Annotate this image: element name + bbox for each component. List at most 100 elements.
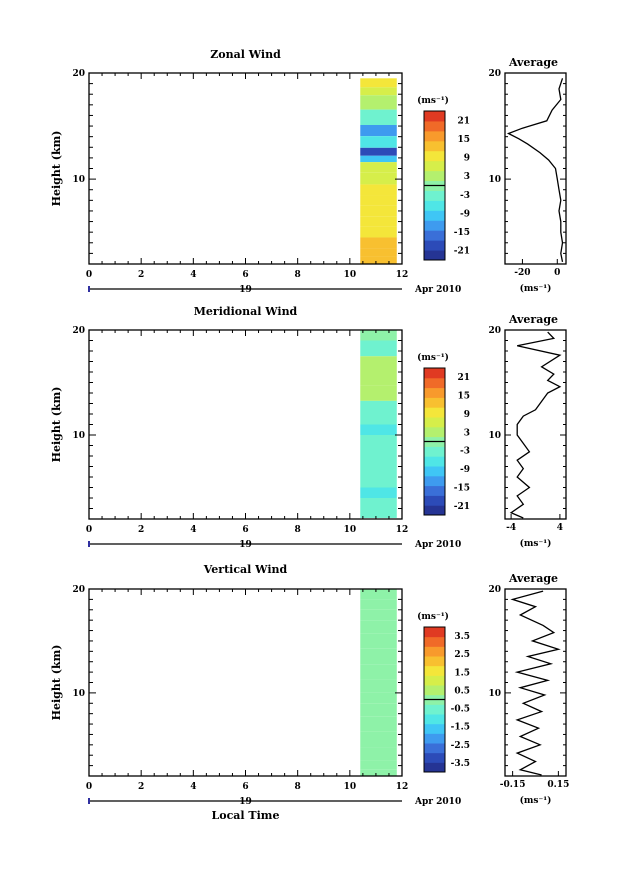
- heatmap-cell: [360, 692, 397, 704]
- average-y-tick-label: 10: [488, 431, 501, 441]
- colorbar-tick-label: -3: [460, 447, 470, 457]
- average-unit: (ms⁻¹): [520, 795, 552, 806]
- colorbar-unit: (ms⁻¹): [417, 95, 449, 106]
- heatmap-cell: [360, 237, 397, 249]
- colorbar-swatch: [424, 446, 445, 457]
- colorbar-tick-label: -9: [460, 209, 470, 219]
- x-tick-label: 4: [190, 270, 196, 280]
- y-tick-label: 10: [72, 175, 85, 185]
- average-x-tick-label: 4: [557, 523, 563, 533]
- heatmap-cell: [360, 226, 397, 238]
- x-tick-label: 8: [295, 525, 301, 535]
- panel-title: Meridional Wind: [194, 305, 298, 318]
- heatmap-cell: [360, 648, 397, 665]
- average-unit: (ms⁻¹): [520, 538, 552, 549]
- colorbar-tick-label: 2.5: [454, 650, 470, 660]
- heatmap-cell: [360, 184, 397, 196]
- colorbar-swatch: [424, 426, 445, 438]
- average-y-tick-label: 10: [488, 175, 501, 185]
- x-tick-label: 0: [86, 525, 92, 535]
- average-title: Average: [508, 313, 558, 326]
- heatmap-cell: [360, 609, 397, 621]
- colorbar-tick-label: -15: [454, 228, 470, 238]
- y-axis-label: Height (km): [50, 131, 63, 207]
- colorbar-tick-label: 3: [464, 428, 470, 438]
- average-title: Average: [508, 56, 558, 69]
- colorbar-swatch: [424, 456, 445, 467]
- colorbar-tick-label: 21: [457, 116, 470, 126]
- x-tick-label: 2: [138, 782, 144, 792]
- average-x-tick-label: 0.15: [547, 780, 569, 790]
- colorbar-swatch: [424, 762, 445, 773]
- colorbar-tick-label: -21: [454, 247, 470, 257]
- x-tick-label: 8: [295, 782, 301, 792]
- colorbar-swatch: [424, 733, 445, 744]
- average-profile-line: [509, 331, 562, 519]
- heatmap-cell: [360, 716, 397, 732]
- x-tick-label: 12: [396, 782, 409, 792]
- average-y-tick-label: 20: [488, 585, 501, 595]
- heatmap-cell: [360, 679, 397, 693]
- colorbar-swatch: [424, 377, 445, 389]
- colorbar-swatch: [424, 387, 445, 398]
- heatmap-cell: [360, 456, 397, 467]
- colorbar-swatch: [424, 210, 445, 221]
- average-y-tick-label: 20: [488, 69, 501, 79]
- average-y-tick-label: 20: [488, 326, 501, 336]
- heatmap-cell: [360, 400, 397, 414]
- heatmap-cell: [360, 445, 397, 456]
- heatmap-cell: [360, 424, 397, 435]
- colorbar-swatch: [424, 190, 445, 201]
- x-tick-label: 0: [86, 270, 92, 280]
- heatmap-cell: [360, 256, 397, 264]
- y-tick-label: 10: [72, 689, 85, 699]
- colorbar-tick-label: -21: [454, 502, 470, 512]
- heatmap-cell: [360, 248, 397, 257]
- heatmap-cell: [360, 633, 397, 649]
- heatmap-cell: [360, 78, 397, 88]
- colorbar-tick-label: -1.5: [451, 723, 470, 733]
- colorbar-tick-label: -0.5: [451, 705, 470, 715]
- panel-title: Vertical Wind: [203, 563, 288, 576]
- colorbar-unit: (ms⁻¹): [417, 611, 449, 622]
- x-tick-label: 10: [344, 525, 357, 535]
- heatmap-cell: [360, 760, 397, 770]
- colorbar-swatch: [424, 200, 445, 211]
- colorbar-swatch: [424, 230, 445, 241]
- heatmap-cell: [360, 162, 397, 173]
- average-frame: [504, 329, 567, 520]
- heatmap-cell: [360, 172, 397, 185]
- heatmap-cell: [360, 435, 397, 446]
- colorbar-swatch: [424, 485, 445, 496]
- colorbar-swatch: [424, 656, 445, 667]
- heatmap-cell: [360, 769, 397, 776]
- y-axis-label: Height (km): [50, 645, 63, 721]
- colorbar-swatch: [424, 704, 445, 715]
- colorbar-swatch: [424, 130, 445, 142]
- date-month-label: Apr 2010: [414, 285, 461, 295]
- date-day-label: 19: [239, 540, 252, 550]
- x-tick-label: 2: [138, 525, 144, 535]
- colorbar-swatch: [424, 220, 445, 231]
- average-title: Average: [508, 572, 558, 585]
- average-x-tick-label: -0.15: [500, 780, 526, 790]
- colorbar-swatch: [424, 743, 445, 754]
- colorbar-tick-label: -9: [460, 465, 470, 475]
- colorbar-swatch: [424, 111, 445, 122]
- heatmap-cell: [360, 136, 397, 148]
- colorbar-swatch: [424, 665, 445, 676]
- average-y-tick-label: 10: [488, 689, 501, 699]
- colorbar-swatch: [424, 407, 445, 418]
- colorbar-tick-label: 15: [457, 135, 470, 145]
- colorbar-swatch: [424, 752, 445, 763]
- average-frame: [504, 72, 567, 265]
- y-tick-label: 20: [72, 585, 85, 595]
- colorbar-swatch: [424, 685, 445, 696]
- colorbar-tick-label: 3.5: [454, 632, 470, 642]
- x-tick-label: 4: [190, 782, 196, 792]
- colorbar-swatch: [424, 397, 445, 408]
- heatmap-cell: [360, 109, 397, 125]
- heatmap-cell: [360, 747, 397, 761]
- date-day-label: 19: [239, 797, 252, 807]
